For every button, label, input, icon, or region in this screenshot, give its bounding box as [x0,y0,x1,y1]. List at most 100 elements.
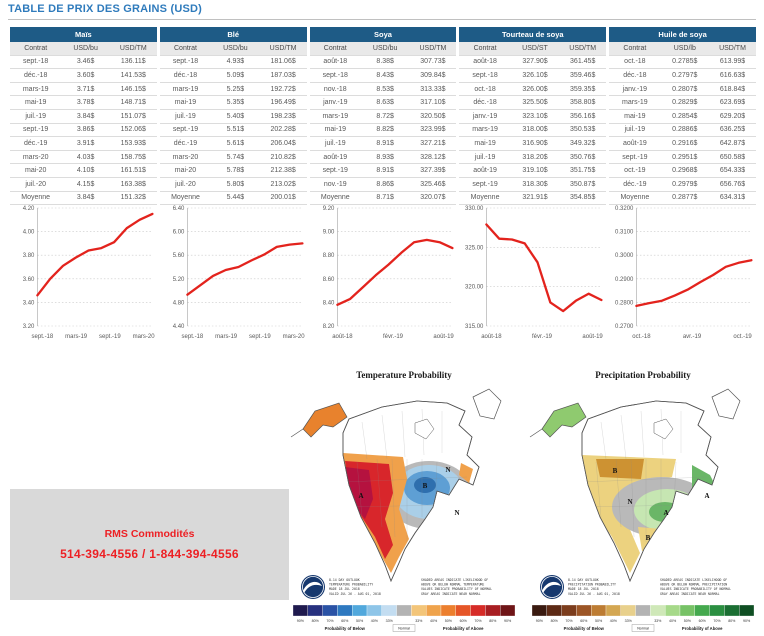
column-header: USD/bu [372,44,398,52]
table-cell: 654.33$ [719,167,746,175]
table-row: mai-20 4.10$ 161.51$ [10,164,157,178]
x-tick-label: sept.-18 [181,334,203,340]
table-cell: sept.-19 [172,126,199,134]
table-cell: 151.07$ [120,112,146,120]
table-column-headers: Contrat USD/ST USD/TM [459,42,607,56]
line-chart-2: 9.20 9.00 8.80 8.60 8.40 8.20 août-18 févr.-19 a… [322,206,454,340]
y-tick-label: 0.3000 [615,253,634,259]
table-cell: 3.84$ [76,194,95,202]
legend-normal-box [392,624,416,632]
table-cell: 316.90$ [522,139,548,147]
table-cell: 327.90$ [522,58,548,66]
legend-above-label: Probability of Above [682,626,723,631]
line-chart-0: 4.20 4.00 3.80 3.60 3.40 3.20 sept.-18 mars-19 s… [23,206,156,340]
table-title: Blé [159,27,307,42]
map-letter-N: N [627,498,632,506]
table-cell: 354.85$ [570,194,596,202]
colorbar-percent: 50% [595,619,603,623]
hudson-bay [653,418,674,440]
x-tick-label: août-19 [583,334,604,340]
table-cell: 151.32$ [120,194,146,202]
y-tick-label: 325.00 [465,245,484,251]
table-cell: 3.46$ [76,58,95,66]
colorbar-cell [739,604,755,617]
table-cell: 350.87$ [570,180,596,188]
table-cell: 192.72$ [270,85,296,93]
table-cell: 323.99$ [420,126,446,134]
table-row: sept.-19 8.91$ 327.39$ [309,164,457,178]
table-cell: 4.15$ [76,180,95,188]
region-warm1 [450,523,465,547]
table-cell: 136.11$ [120,58,146,66]
caption-left-line: 8-14 DAY OUTLOOK [568,578,599,582]
table-cell: 307.73$ [420,58,446,66]
colorbar-percent: 70% [565,619,573,623]
y-tick-label: 3.80 [23,253,35,259]
legend-below-label: Probability of Below [564,626,605,631]
table-cell: 8.91$ [376,167,394,175]
colorbar-cell [709,604,725,617]
table-row: janv.-19 323.10$ 356.16$ [459,109,607,124]
contact-name: RMS Commodités [104,528,195,540]
table-cell: sept.-18 [472,71,498,79]
table-row-moyenne: Moyenne 3.84$ 151.32$ [10,191,157,206]
table-cell: 320.07$ [420,194,446,202]
table-cell: 206.04$ [270,139,296,147]
table-cell: sept.-19 [23,126,49,134]
line-chart-1: 6.40 6.00 5.60 5.20 4.80 4.40 sept.-18 mars-19 s… [173,206,306,340]
colorbar-percent: 90% [297,619,305,623]
table-cell: 3.60$ [76,71,95,79]
table-row: sept.-19 318.30$ 350.87$ [459,177,607,192]
table-cell: 318.30$ [522,180,548,188]
caption-right-line: SHADED AREAS INDICATE LIKELIHOOD OF [660,578,727,582]
table-cell: Moyenne [171,194,200,202]
table-cell: déc.-18 [473,99,497,107]
table-cell: 8.71$ [376,194,394,202]
x-tick-label: mars-19 [215,334,238,340]
table-cell: 0.2951$ [672,153,698,161]
table-cell: 356.16$ [570,112,596,120]
probability-colorbar: 90% 80% 70% 60% 50% 40% 33% 33% 40% 50% 60% 70% 80% 9… [292,604,516,632]
y-tick-label: 3.40 [23,300,35,306]
table-row: oct.-18 0.2785$ 613.99$ [609,55,756,70]
y-tick-label: 4.40 [173,324,185,330]
y-tick-label: 6.00 [173,230,185,236]
temperature-probability-map: Temperature Probability A B N N 8-14 DAY OUTL… [290,370,516,632]
legend-normal-label: Normal [398,627,410,631]
table-row: sept.-19 0.2951$ 650.58$ [609,150,756,165]
caption-right-line: VALUES INDICATE PROBABILITY OF NORMAL [421,587,492,591]
table-row: août-18 327.90$ 361.45$ [459,55,607,70]
table-row: janv.-19 0.2807$ 618.84$ [609,82,756,97]
colorbar-cell [546,604,562,617]
table-cell: août-18 [473,58,497,66]
colorbar-cell [635,604,651,617]
table-cell: juil.-20 [175,180,196,188]
colorbar-cell [650,604,666,617]
y-tick-label: 4.20 [23,206,35,212]
table-cell: 613.99$ [719,58,746,66]
y-tick-label: 0.2900 [615,277,634,283]
table-cell: mai-19 [474,139,496,147]
table-cell: 5.61$ [226,139,245,147]
table-cell: mai-19 [324,126,346,134]
table-cell: 0.2877$ [672,194,698,202]
table-cell: 634.31$ [719,194,746,202]
table-row: nov.-19 8.86$ 325.46$ [309,177,457,192]
table-cell: oct.-18 [624,58,646,66]
colorbar-cell [576,604,592,617]
column-header: USD/lb [673,44,696,52]
table-cell: 318.00$ [522,126,548,134]
x-tick-label: sept.-19 [249,334,271,340]
colorbar-percent: 50% [356,619,364,623]
table-row-moyenne: Moyenne 0.2877$ 634.31$ [609,191,756,206]
table-cell: 8.53$ [376,85,394,93]
table-cell: janv.-19 [622,85,648,93]
table-title: Huile de soya [609,27,756,42]
table-cell: 141.53$ [120,71,146,79]
table-cell: août-18 [323,58,348,66]
colorbar-percent: 60% [699,619,707,623]
table-cell: 153.93$ [120,139,146,147]
table-cell: Moyenne [320,194,350,202]
region-dry2 [596,459,644,479]
colorbar-percent: 40% [669,619,677,623]
